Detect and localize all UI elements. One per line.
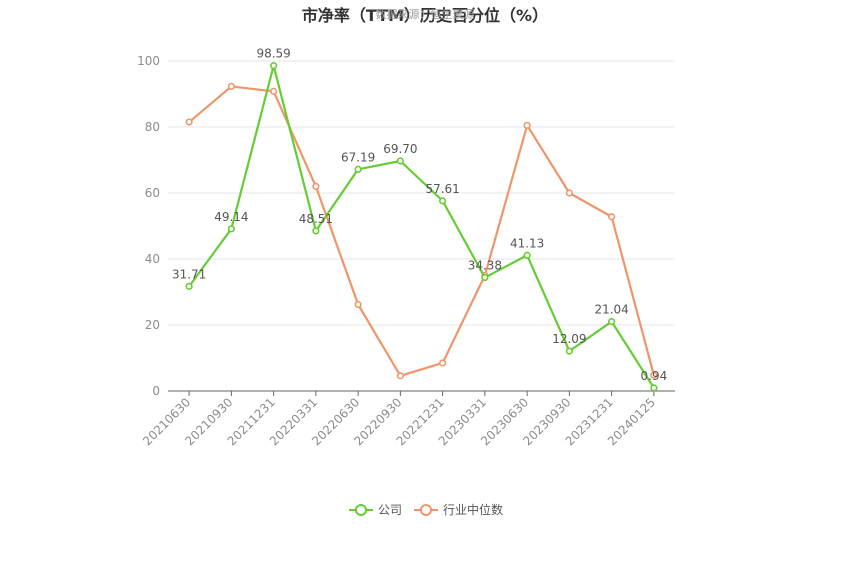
data-point	[523, 251, 531, 259]
data-point	[650, 371, 658, 379]
data-point	[439, 359, 447, 367]
data-label: 98.59	[256, 47, 290, 61]
y-tick-label: 100	[137, 54, 160, 68]
legend-label: 公司	[378, 503, 402, 517]
y-tick-label: 60	[145, 186, 160, 200]
data-point	[185, 118, 193, 126]
data-point	[650, 384, 658, 392]
data-label: 0.94	[641, 369, 668, 383]
data-point	[227, 82, 235, 91]
chart-source-watermark: 数据来源：恒生聚源	[375, 8, 475, 21]
data-point	[227, 225, 235, 233]
data-point	[312, 182, 320, 190]
data-point	[396, 372, 404, 380]
y-tick-label: 40	[145, 252, 160, 266]
data-point	[396, 157, 404, 165]
data-label: 31.71	[172, 267, 206, 281]
data-label: 34.38	[468, 259, 502, 273]
data-label: 21.04	[594, 303, 628, 317]
data-point	[608, 317, 616, 326]
data-label: 41.13	[510, 236, 544, 250]
data-point	[523, 121, 531, 129]
data-point	[270, 87, 278, 95]
data-point	[270, 62, 278, 70]
data-point	[354, 300, 362, 309]
data-label: 67.19	[341, 150, 375, 164]
legend-label: 行业中位数	[443, 502, 503, 517]
data-label: 49.14	[214, 210, 248, 224]
data-label: 69.70	[383, 142, 417, 156]
y-tick-label: 0	[152, 384, 160, 398]
data-label: 57.61	[425, 182, 459, 196]
y-tick-label: 80	[145, 120, 160, 134]
data-label: 48.51	[299, 212, 333, 226]
data-point	[185, 282, 193, 290]
data-point	[565, 347, 573, 355]
data-label: 12.09	[552, 332, 586, 346]
data-point	[565, 189, 573, 197]
y-tick-label: 20	[145, 318, 160, 332]
series-line	[188, 64, 655, 389]
legend-swatch-marker	[355, 504, 367, 516]
data-point	[608, 213, 616, 221]
data-point	[439, 197, 447, 205]
legend-swatch-marker	[420, 504, 432, 516]
data-point	[354, 165, 362, 173]
chart-title: 市净率（TTM）历史百分位（%）	[301, 6, 549, 25]
data-point	[312, 227, 320, 235]
data-point	[481, 273, 489, 282]
